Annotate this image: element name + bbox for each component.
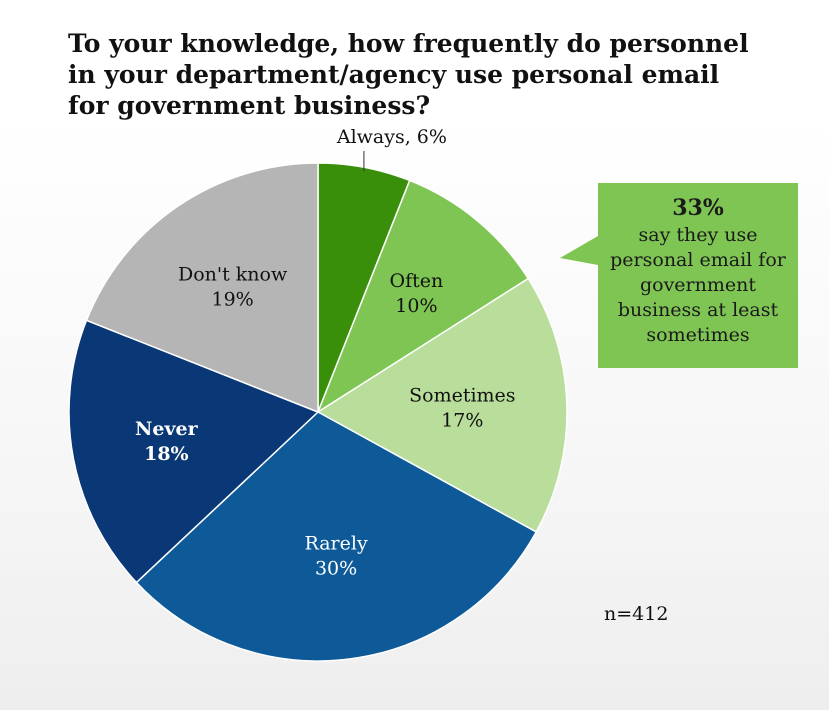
pie-slice-often — [316, 179, 530, 414]
callout-line: sometimes — [646, 324, 750, 346]
sample-size: n=412 — [604, 603, 669, 625]
pie-label-often: Often 10% — [390, 270, 444, 317]
pie-labels: Always, 6% Often 10% Sometimes 17% Rarely 30% N… — [135, 126, 516, 579]
pie-slice-don-t-know — [85, 162, 319, 414]
pie-slice-sometimes — [316, 277, 568, 533]
callout-line: personal email for — [610, 249, 786, 271]
pie-slice-never — [68, 319, 320, 584]
callout-lines: say they use personal email for government… — [600, 223, 796, 348]
pie-label-always: Always, 6% — [336, 126, 447, 148]
callout-line: government — [639, 274, 757, 296]
pie-label-sometimes: Sometimes 17% — [409, 384, 515, 431]
pie-label-rarely: Rarely 30% — [304, 532, 367, 579]
callout-line: say they use — [638, 224, 758, 246]
chart-title: To your knowledge, how frequently do per… — [68, 29, 749, 120]
pie-label-never: Never 18% — [135, 418, 199, 465]
callout-line: business at least — [617, 299, 779, 321]
pie-label-don-t-know: Don't know 19% — [178, 263, 288, 310]
callout-text: 33% say they use personal email for govern… — [600, 196, 796, 348]
callout-shape — [560, 183, 798, 368]
pie-slice-rarely — [135, 411, 538, 662]
pie-slices — [68, 162, 568, 662]
callout-highlight: 33% — [672, 195, 724, 221]
